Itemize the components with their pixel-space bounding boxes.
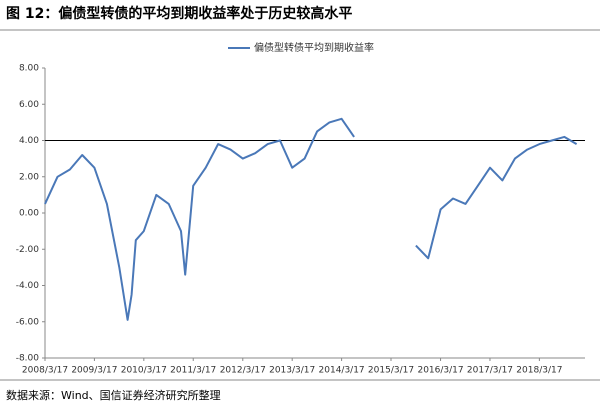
chart-title: 图 12：偏债型转债的平均到期收益率处于历史较高水平 (6, 5, 352, 22)
y-tick-label: 6.00 (19, 100, 39, 110)
y-tick-label: -6.00 (16, 317, 40, 327)
x-tick-label: 2012/3/17 (220, 366, 266, 376)
x-tick-label: 2011/3/17 (170, 366, 216, 376)
x-tick-label: 2009/3/17 (71, 366, 117, 376)
y-tick-label: -2.00 (16, 245, 40, 255)
x-tick-label: 2015/3/17 (368, 366, 414, 376)
y-tick-label: 0.00 (19, 209, 39, 219)
y-tick-label: 4.00 (19, 136, 39, 146)
source: 数据来源：Wind、国信证券经济研究所整理 (6, 388, 221, 402)
x-tick-label: 2017/3/17 (467, 366, 513, 376)
x-tick-label: 2010/3/17 (121, 366, 167, 376)
x-tick-label: 2013/3/17 (269, 366, 315, 376)
y-tick-label: -4.00 (16, 281, 40, 291)
x-tick-label: 2016/3/17 (417, 366, 463, 376)
legend-label: 偏债型转债平均到期收益率 (254, 41, 374, 54)
x-tick-label: 2008/3/17 (22, 366, 68, 376)
y-tick-label: 2.00 (19, 172, 39, 182)
y-tick-label: -8.00 (16, 354, 40, 364)
y-tick-label: 8.00 (19, 64, 39, 74)
x-tick-label: 2018/3/17 (516, 366, 562, 376)
x-tick-label: 2014/3/17 (319, 366, 365, 376)
series-line (44, 117, 578, 321)
